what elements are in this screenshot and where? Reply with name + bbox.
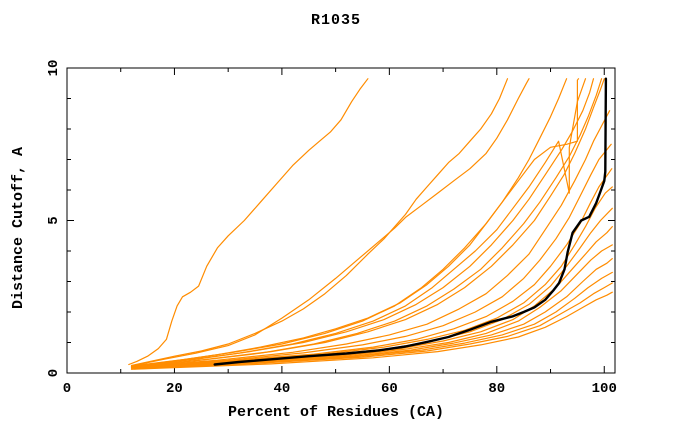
x-axis-label: Percent of Residues (CA) <box>228 404 444 421</box>
curve-model-03 <box>133 78 530 366</box>
y-axis-label: Distance Cutoff, A <box>10 147 27 309</box>
curve-model-04 <box>130 78 568 367</box>
curve-model-20 <box>130 291 613 370</box>
curve-model-05 <box>136 78 580 366</box>
axes: 0 20 40 60 80 100 0 5 10 <box>46 60 617 397</box>
x-tick-label: 80 <box>488 381 505 397</box>
curve-model-11 <box>136 143 612 368</box>
curve-model-16 <box>133 244 613 369</box>
curve-model-13 <box>138 186 613 368</box>
curve-model-06 <box>130 78 587 367</box>
curve-model-17 <box>130 258 613 369</box>
x-tick-label: 20 <box>166 381 183 397</box>
model-curves <box>128 77 613 370</box>
curve-model-09 <box>136 78 605 367</box>
curve-model-01 <box>128 78 369 366</box>
y-tick-label: 5 <box>46 216 62 224</box>
x-tick-label: 0 <box>63 381 71 397</box>
y-tick-label: 0 <box>46 369 62 377</box>
plot-title: R1035 <box>311 12 361 29</box>
curve-model-12 <box>130 168 613 369</box>
curve-model-07 <box>138 78 595 366</box>
curve-highlighted-model <box>213 77 608 366</box>
curve-model-18 <box>136 271 613 369</box>
x-tick-label: 40 <box>273 381 290 397</box>
x-tick-label: 60 <box>381 381 398 397</box>
curve-model-19 <box>133 282 613 370</box>
curve-model-10 <box>133 110 611 368</box>
x-tick-label: 100 <box>592 381 617 397</box>
y-tick-label: 10 <box>46 60 62 77</box>
